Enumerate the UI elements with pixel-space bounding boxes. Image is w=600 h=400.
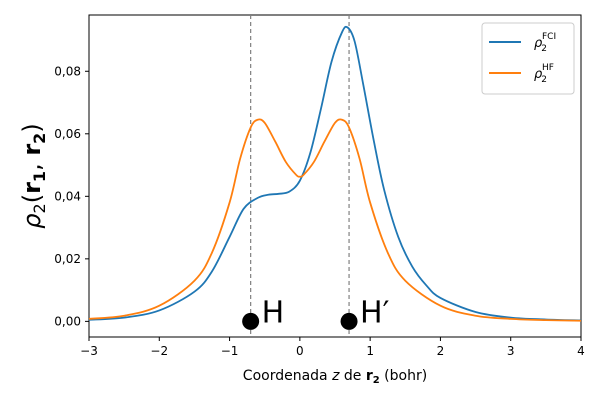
- ylabel-rho-sub: 2: [30, 203, 49, 213]
- x-tick-label: 3: [507, 344, 515, 358]
- legend-box: [481, 22, 575, 95]
- x-tick-label: 0: [296, 344, 304, 358]
- series-layer: [88, 25, 582, 322]
- ylabel-sep: ,: [18, 156, 46, 171]
- legend-label-fci: ρ2FCI: [534, 32, 556, 54]
- y-tick-label: 0,08: [54, 64, 81, 78]
- legend-label-hf: ρ2HF: [534, 63, 554, 85]
- ylabel-open: (: [18, 194, 46, 203]
- nucleus-label-0: H: [262, 295, 285, 330]
- xlabel-vec: r: [366, 368, 373, 384]
- xlabel-suffix: (bohr): [380, 368, 427, 384]
- ylabel-rho: ρ: [18, 213, 46, 228]
- ylabel-r1: r: [18, 182, 46, 194]
- ylabel-r2-sub: 2: [30, 133, 49, 144]
- plot-frame: [88, 14, 582, 338]
- x-tick-label: 4: [577, 344, 585, 358]
- nucleus-marker-1: [340, 312, 358, 330]
- legend: ρ2FCI ρ2HF: [481, 22, 575, 95]
- xlabel-sub: 2: [373, 375, 380, 386]
- nuclear-position-lines: [250, 15, 350, 337]
- y-axis-label: ρ2(r1, r2): [18, 123, 49, 228]
- x-tick-label: 1: [366, 344, 374, 358]
- x-tick-label: −2: [150, 344, 168, 358]
- x-tick-label: 2: [437, 344, 445, 358]
- x-ticks: −3 −2 −1 0 1 2 3 4: [80, 337, 585, 358]
- atoms-layer: H H′: [242, 295, 390, 330]
- series-line-hf: [88, 118, 582, 322]
- xlabel-var: z: [331, 368, 340, 384]
- ylabel-r1-sub: 1: [30, 171, 49, 182]
- xlabel-prefix: Coordenada: [243, 368, 332, 384]
- x-axis-label: Coordenada z de r2 (bohr): [243, 368, 427, 386]
- y-ticks: 0,00 0,02 0,04 0,06 0,08: [54, 64, 89, 328]
- ylabel-r2: r: [18, 144, 46, 156]
- x-tick-label: −3: [80, 344, 98, 358]
- y-tick-label: 0,00: [54, 314, 81, 328]
- nucleus-label-1: H′: [360, 295, 390, 330]
- y-tick-label: 0,06: [54, 127, 81, 141]
- nucleus-marker-0: [242, 312, 260, 330]
- xlabel-mid: de: [339, 368, 365, 384]
- x-tick-label: −1: [221, 344, 239, 358]
- y-tick-label: 0,04: [54, 189, 81, 203]
- ylabel-close: ): [18, 123, 46, 132]
- y-tick-label: 0,02: [54, 252, 81, 266]
- series-line-fci: [88, 25, 582, 322]
